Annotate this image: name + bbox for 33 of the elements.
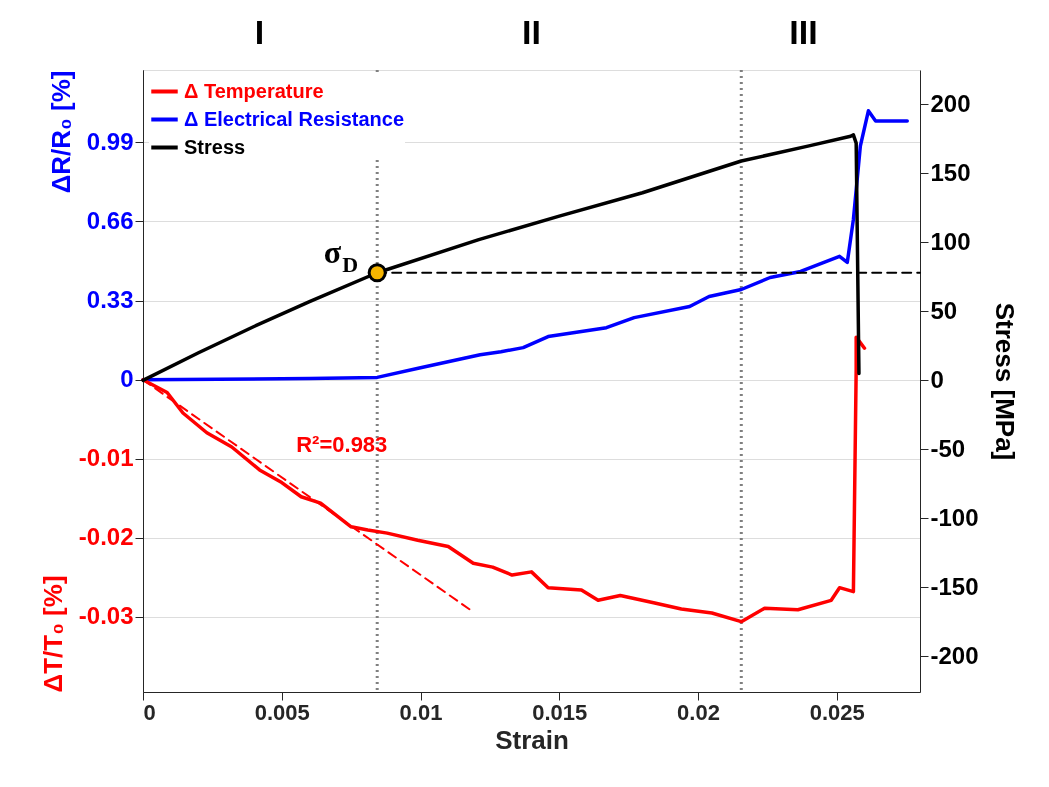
- x-tick-label: 0.01: [399, 699, 443, 725]
- y2-tick-label: 0: [930, 365, 944, 393]
- y2-tick-label: 50: [930, 296, 958, 324]
- y-tick-label: 0.99: [86, 127, 134, 155]
- y2-tick-label: 150: [930, 158, 971, 186]
- y-axis-title: ΔR/R₀ [%]: [45, 70, 76, 194]
- y-tick-label: 0.33: [86, 286, 134, 314]
- x-tick-label: 0: [143, 699, 156, 725]
- x-tick-label: 0.025: [809, 699, 865, 725]
- text: II: [522, 13, 541, 51]
- y2-tick-label: -100: [930, 503, 979, 531]
- y2-axis-title: Stress [MPa]: [989, 302, 1020, 461]
- x-tick-label: 0.015: [532, 699, 588, 725]
- y2-tick-label: -200: [930, 641, 979, 669]
- x-tick-label: 0.005: [254, 699, 310, 725]
- x-axis-title: Strain: [495, 724, 569, 755]
- y2-tick-label: -150: [930, 572, 979, 600]
- legend-label: Δ Temperature: [184, 79, 324, 102]
- y3-tick-label: -0.01: [78, 444, 134, 472]
- y2-tick-label: 100: [930, 227, 971, 255]
- y3-tick-label: -0.03: [78, 602, 134, 630]
- y3-axis-title: ΔT/T₀ [%]: [37, 575, 68, 693]
- y3-tick-label: -0.02: [78, 523, 134, 551]
- legend-label: Stress: [184, 135, 246, 158]
- y2-tick-label: 200: [930, 89, 971, 117]
- y-tick-label: 0.66: [86, 206, 134, 234]
- text: I: [254, 13, 265, 51]
- text: III: [789, 13, 818, 51]
- legend-label: Δ Electrical Resistance: [184, 107, 405, 130]
- y2-tick-label: -50: [930, 434, 966, 462]
- series-label: R²=0.983: [296, 432, 388, 458]
- y-tick-label: 0: [120, 365, 134, 393]
- x-tick-label: 0.02: [677, 699, 720, 725]
